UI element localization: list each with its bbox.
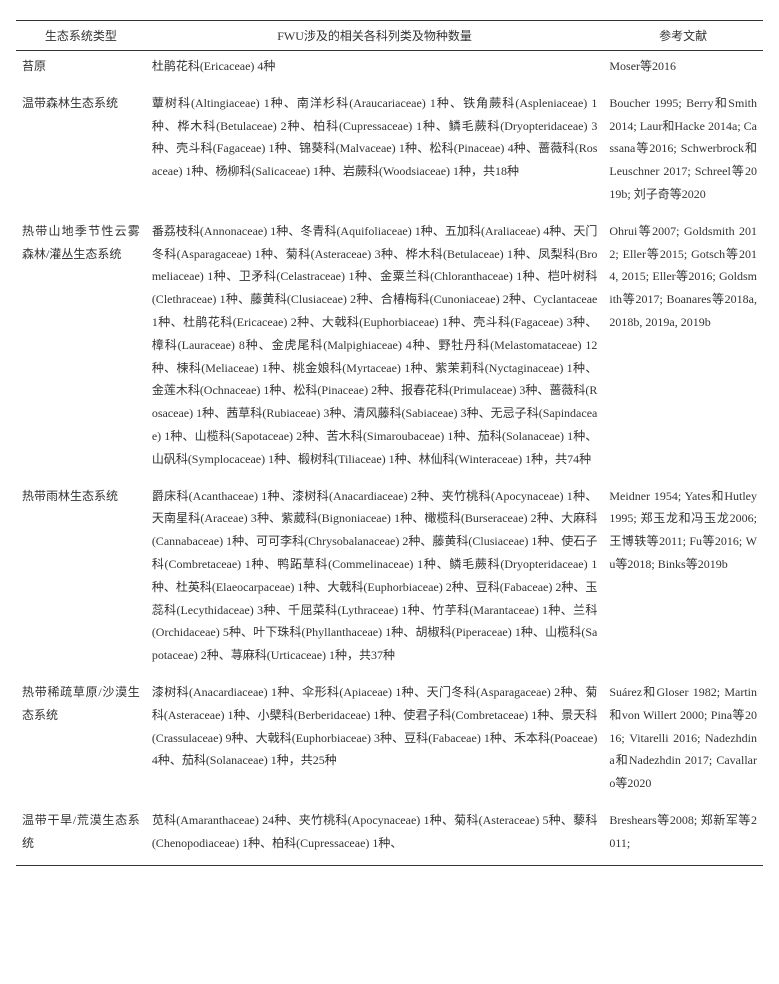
table-row: 热带山地季节性云雾森林/灌丛生态系统 番荔枝科(Annonaceae) 1种、冬… [16, 216, 763, 481]
table-row: 温带干旱/荒漠生态系统 苋科(Amaranthaceae) 24种、夹竹桃科(A… [16, 805, 763, 865]
cell-fwu: 苋科(Amaranthaceae) 24种、夹竹桃科(Apocynaceae) … [146, 805, 604, 865]
cell-references: Meidner 1954; Yates和Hutley 1995; 郑玉龙和冯玉龙… [603, 481, 763, 677]
table-row: 热带雨林生态系统 爵床科(Acanthaceae) 1种、漆树科(Anacard… [16, 481, 763, 677]
cell-ecosystem: 热带山地季节性云雾森林/灌丛生态系统 [16, 216, 146, 481]
cell-ecosystem: 热带稀疏草原/沙漠生态系统 [16, 677, 146, 805]
cell-references: Moser等2016 [603, 51, 763, 88]
cell-ecosystem: 温带干旱/荒漠生态系统 [16, 805, 146, 865]
cell-fwu: 漆树科(Anacardiaceae) 1种、伞形科(Apiaceae) 1种、天… [146, 677, 604, 805]
cell-references: Boucher 1995; Berry和Smith 2014; Laur和Hac… [603, 88, 763, 216]
header-references: 参考文献 [603, 21, 763, 51]
cell-fwu: 蕈树科(Altingiaceae) 1种、南洋杉科(Araucariaceae)… [146, 88, 604, 216]
cell-references: Ohrui等2007; Goldsmith 2012; Eller等2015; … [603, 216, 763, 481]
cell-ecosystem: 热带雨林生态系统 [16, 481, 146, 677]
cell-ecosystem: 温带森林生态系统 [16, 88, 146, 216]
header-fwu: FWU涉及的相关各科列类及物种数量 [146, 21, 604, 51]
cell-ecosystem: 苔原 [16, 51, 146, 88]
cell-fwu: 杜鹃花科(Ericaceae) 4种 [146, 51, 604, 88]
table-row: 热带稀疏草原/沙漠生态系统 漆树科(Anacardiaceae) 1种、伞形科(… [16, 677, 763, 805]
fwu-species-table: 生态系统类型 FWU涉及的相关各科列类及物种数量 参考文献 苔原 杜鹃花科(Er… [16, 20, 763, 866]
table-row: 苔原 杜鹃花科(Ericaceae) 4种 Moser等2016 [16, 51, 763, 88]
table-header-row: 生态系统类型 FWU涉及的相关各科列类及物种数量 参考文献 [16, 21, 763, 51]
cell-fwu: 爵床科(Acanthaceae) 1种、漆树科(Anacardiaceae) 2… [146, 481, 604, 677]
table-row: 温带森林生态系统 蕈树科(Altingiaceae) 1种、南洋杉科(Arauc… [16, 88, 763, 216]
cell-references: Breshears等2008; 郑新军等2011; [603, 805, 763, 865]
cell-references: Suárez和Gloser 1982; Martin和von Willert 2… [603, 677, 763, 805]
header-ecosystem: 生态系统类型 [16, 21, 146, 51]
cell-fwu: 番荔枝科(Annonaceae) 1种、冬青科(Aquifoliaceae) 1… [146, 216, 604, 481]
